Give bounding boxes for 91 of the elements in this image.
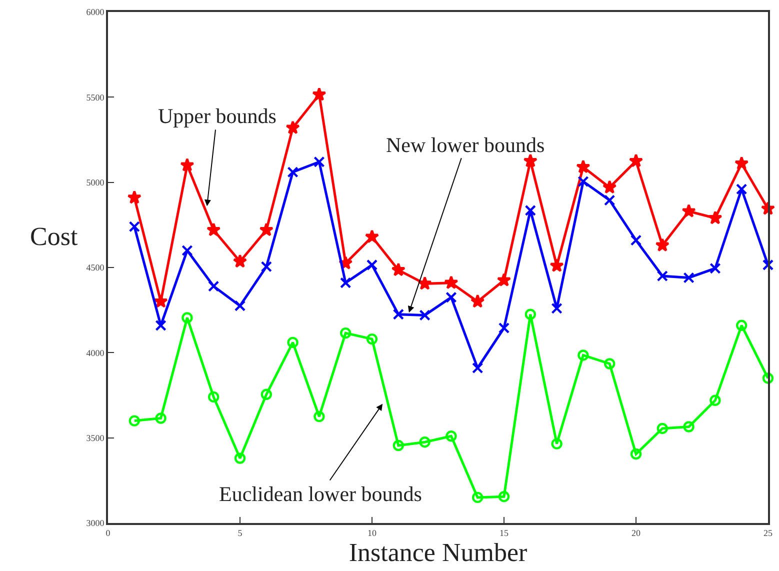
point <box>287 336 298 348</box>
point <box>364 229 380 244</box>
point <box>604 194 616 206</box>
point <box>551 438 562 450</box>
point <box>418 276 432 290</box>
point <box>366 259 378 271</box>
point <box>496 272 512 286</box>
point <box>762 372 774 384</box>
point <box>710 394 721 406</box>
point <box>470 294 485 308</box>
y-tick-label: 6000 <box>86 7 105 18</box>
y-tick-label: 3000 <box>86 518 105 528</box>
annotation: Upper bounds <box>158 104 276 128</box>
point <box>154 294 168 308</box>
point <box>392 308 404 320</box>
point <box>446 430 457 442</box>
point <box>127 190 142 204</box>
point <box>391 262 406 276</box>
point <box>630 234 642 246</box>
point <box>208 280 220 292</box>
point <box>498 491 510 502</box>
point <box>472 362 484 374</box>
point <box>206 222 221 236</box>
point <box>524 204 536 216</box>
y-tick-label: 5000 <box>86 177 105 188</box>
point <box>604 358 616 370</box>
point <box>366 333 378 345</box>
point <box>444 275 458 290</box>
point <box>314 410 325 422</box>
point <box>260 261 272 272</box>
x-tick-label: 10 <box>368 528 377 538</box>
point <box>550 258 564 272</box>
point <box>155 320 166 332</box>
point <box>234 452 246 464</box>
annotation: Euclidean lower bounds <box>219 482 422 506</box>
point <box>655 238 670 252</box>
point <box>340 327 352 339</box>
point <box>314 156 325 168</box>
point <box>762 259 774 271</box>
point <box>736 184 748 195</box>
point <box>182 312 193 324</box>
point <box>155 412 166 424</box>
point <box>683 272 694 284</box>
point <box>628 154 644 168</box>
point <box>128 415 140 426</box>
point <box>232 254 248 268</box>
y-axis-title: Cost <box>30 222 78 251</box>
point <box>683 421 694 432</box>
point <box>576 160 590 174</box>
point <box>498 322 510 334</box>
x-axis-title: Instance Number <box>348 538 528 567</box>
point <box>259 222 274 236</box>
y-tick-label: 5500 <box>86 92 105 102</box>
point <box>630 448 642 460</box>
point <box>736 320 748 332</box>
point <box>446 292 457 303</box>
point <box>682 204 696 218</box>
point <box>128 221 140 232</box>
x-tick-label: 5 <box>238 528 243 538</box>
y-tick-label: 3500 <box>86 432 105 443</box>
point <box>182 244 193 256</box>
point <box>392 440 404 452</box>
point <box>656 270 668 282</box>
point <box>419 310 430 321</box>
point <box>234 300 246 312</box>
y-tick-label: 4500 <box>86 262 105 273</box>
point <box>656 422 668 434</box>
point <box>312 87 326 101</box>
point <box>208 391 220 403</box>
point <box>287 166 298 178</box>
point <box>734 156 749 170</box>
y-tick-label: 4000 <box>86 348 105 358</box>
point <box>523 154 538 168</box>
x-tick-label: 20 <box>632 528 641 538</box>
point <box>419 436 430 448</box>
annotation: New lower bounds <box>386 133 545 157</box>
point <box>578 176 589 188</box>
x-tick-label: 0 <box>106 528 111 538</box>
x-tick-label: 25 <box>764 528 773 538</box>
point <box>710 262 721 274</box>
point <box>524 308 536 320</box>
x-tick-label: 15 <box>500 528 509 538</box>
point <box>602 180 617 194</box>
point <box>260 388 272 400</box>
point <box>551 302 562 314</box>
point <box>708 210 722 224</box>
point <box>578 350 589 361</box>
point <box>472 492 484 504</box>
point <box>340 277 352 288</box>
point <box>286 120 300 134</box>
point <box>180 158 194 172</box>
